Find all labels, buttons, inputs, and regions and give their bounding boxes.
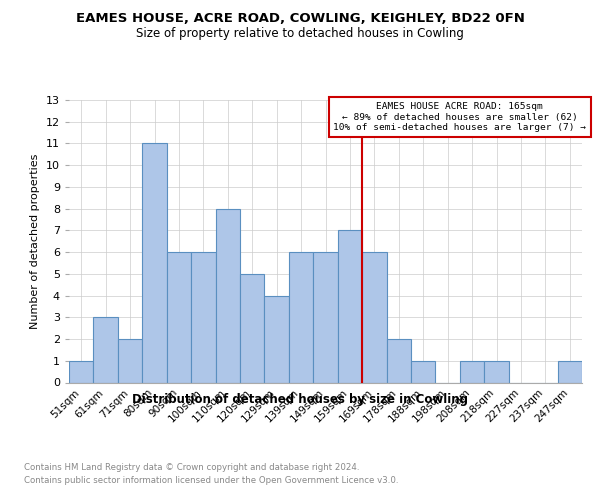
- Bar: [191, 252, 215, 382]
- Bar: [460, 361, 484, 382]
- Text: Size of property relative to detached houses in Cowling: Size of property relative to detached ho…: [136, 28, 464, 40]
- Bar: [118, 339, 142, 382]
- Bar: [240, 274, 265, 382]
- Bar: [411, 361, 436, 382]
- Text: Contains public sector information licensed under the Open Government Licence v3: Contains public sector information licen…: [24, 476, 398, 485]
- Text: EAMES HOUSE, ACRE ROAD, COWLING, KEIGHLEY, BD22 0FN: EAMES HOUSE, ACRE ROAD, COWLING, KEIGHLE…: [76, 12, 524, 26]
- Bar: [215, 208, 240, 382]
- Text: EAMES HOUSE ACRE ROAD: 165sqm
← 89% of detached houses are smaller (62)
10% of s: EAMES HOUSE ACRE ROAD: 165sqm ← 89% of d…: [334, 102, 586, 132]
- Bar: [265, 296, 289, 382]
- Bar: [362, 252, 386, 382]
- Bar: [94, 318, 118, 382]
- Text: Distribution of detached houses by size in Cowling: Distribution of detached houses by size …: [132, 392, 468, 406]
- Bar: [386, 339, 411, 382]
- Text: Contains HM Land Registry data © Crown copyright and database right 2024.: Contains HM Land Registry data © Crown c…: [24, 462, 359, 471]
- Bar: [557, 361, 582, 382]
- Bar: [338, 230, 362, 382]
- Bar: [69, 361, 94, 382]
- Y-axis label: Number of detached properties: Number of detached properties: [30, 154, 40, 329]
- Bar: [484, 361, 509, 382]
- Bar: [313, 252, 338, 382]
- Bar: [142, 144, 167, 382]
- Bar: [167, 252, 191, 382]
- Bar: [289, 252, 313, 382]
